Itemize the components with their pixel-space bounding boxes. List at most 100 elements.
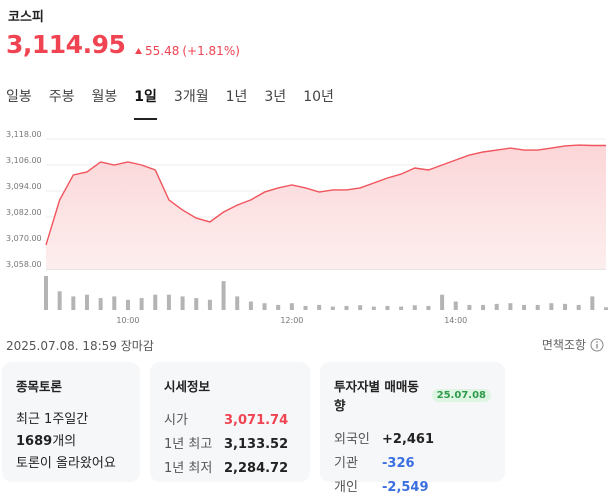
period-tab[interactable]: 월봉 bbox=[91, 89, 118, 105]
volume-bar bbox=[153, 294, 158, 310]
text: 개의 bbox=[52, 434, 77, 449]
period-tabs: 일봉 주봉 월봉 1일 3개월 1년 3년 10년 bbox=[6, 86, 334, 120]
quote-rows: 시가 3,071.74 1년 최고 3,133.52 1년 최저 2,284.72 bbox=[164, 409, 296, 481]
row-value: 2,284.72 bbox=[224, 461, 289, 476]
row-value: -2,549 bbox=[382, 480, 429, 495]
row-label: 1년 최저 bbox=[164, 461, 213, 476]
y-tick-label: 3,118.00 bbox=[6, 130, 42, 139]
volume-bar bbox=[399, 306, 404, 310]
volume-bar bbox=[112, 296, 117, 310]
volume-bar bbox=[303, 305, 308, 310]
investor-row: 외국인 +2,461 bbox=[334, 428, 491, 452]
x-tick-label: 14:00 bbox=[444, 316, 467, 325]
volume-bar bbox=[508, 303, 513, 310]
up-icon bbox=[135, 48, 142, 54]
info-icon bbox=[590, 338, 604, 351]
volume-bar bbox=[207, 299, 212, 310]
y-tick-label: 3,082.00 bbox=[6, 208, 42, 217]
card-header: 투자자별 매매동향 25.07.08 bbox=[334, 376, 491, 414]
y-tick-label: 3,070.00 bbox=[6, 234, 42, 243]
change-percent: (+1.81%) bbox=[182, 44, 240, 58]
volume-bar bbox=[44, 276, 48, 310]
volume-bar bbox=[549, 303, 554, 310]
y-tick-label: 3,058.00 bbox=[6, 260, 42, 269]
volume-bar bbox=[440, 294, 445, 310]
period-tab[interactable]: 주봉 bbox=[48, 89, 75, 105]
disclaimer-text[interactable]: 면책조항 bbox=[541, 338, 586, 352]
volume-bar bbox=[563, 303, 568, 310]
disclaimer[interactable]: 면책조항 bbox=[542, 336, 604, 353]
volume-bar bbox=[330, 306, 335, 310]
investor-card[interactable]: 투자자별 매매동향 25.07.08 외국인 +2,461 기관 -326 개인 -2,54… bbox=[320, 362, 505, 495]
text-line: 1689개의 bbox=[16, 431, 126, 453]
volume-bar bbox=[125, 299, 130, 310]
discussion-card[interactable]: 종목토론 최근 1주일간 1689개의 토론이 올라왔어요 bbox=[2, 362, 140, 482]
y-tick-label: 3,106.00 bbox=[6, 156, 42, 165]
area-fill bbox=[46, 145, 606, 269]
row-value: +2,461 bbox=[382, 432, 435, 447]
volume-bar bbox=[358, 305, 363, 310]
row-label: 1년 최고 bbox=[164, 437, 213, 452]
period-tab[interactable]: 3개월 bbox=[173, 89, 209, 105]
volume-bar bbox=[467, 304, 472, 310]
volume-bar bbox=[235, 296, 240, 310]
period-tab[interactable]: 10년 bbox=[303, 89, 334, 105]
price: 3,114.95 bbox=[6, 30, 126, 59]
investor-row: 기관 -326 bbox=[334, 452, 491, 476]
text-line: 최근 1주일간 bbox=[16, 412, 89, 427]
quote-row: 1년 최고 3,133.52 bbox=[164, 433, 296, 457]
volume-bar bbox=[194, 298, 199, 310]
quote-row: 1년 최저 2,284.72 bbox=[164, 457, 296, 481]
volume-bar bbox=[494, 303, 499, 310]
volume-bar bbox=[453, 301, 458, 310]
row-label: 시가 bbox=[164, 413, 188, 428]
row-label: 외국인 bbox=[334, 432, 370, 447]
volume-bar bbox=[385, 305, 390, 310]
period-tab[interactable]: 3년 bbox=[264, 89, 287, 105]
volume-bar bbox=[248, 301, 253, 310]
text-line: 토론이 올라왔어요 bbox=[16, 456, 116, 471]
volume-bar bbox=[590, 296, 595, 310]
volume-bar bbox=[98, 298, 103, 310]
row-value: 3,071.74 bbox=[224, 413, 289, 428]
period-tab[interactable]: 1일 bbox=[134, 86, 157, 120]
price-change: 55.48 (+1.81%) bbox=[135, 44, 240, 58]
chart: 3,058.00 3,070.00 3,082.00 3,094.00 3,106.00… bbox=[6, 130, 608, 325]
volume-bar bbox=[522, 304, 527, 310]
volume-bar bbox=[139, 298, 144, 310]
volume-bar bbox=[289, 303, 294, 310]
discussion-text: 최근 1주일간 1689개의 토론이 올라왔어요 bbox=[16, 409, 126, 475]
volume-bar bbox=[276, 304, 281, 310]
volume-bar bbox=[84, 294, 89, 310]
row-value: -326 bbox=[382, 456, 415, 471]
x-tick-label: 12:00 bbox=[280, 316, 303, 325]
timestamp: 2025.07.08. 18:59 장마감 bbox=[6, 339, 154, 353]
volume-bar bbox=[57, 291, 62, 310]
quote-row: 시가 3,071.74 bbox=[164, 409, 296, 433]
date-badge: 25.07.08 bbox=[431, 388, 491, 402]
quote-card[interactable]: 시세정보 시가 3,071.74 1년 최고 3,133.52 1년 최저 2,284.7… bbox=[150, 362, 310, 482]
volume-bar bbox=[344, 305, 349, 310]
row-label: 개인 bbox=[334, 480, 358, 495]
volume-bar bbox=[221, 281, 226, 310]
volume-bar bbox=[166, 294, 171, 310]
volume-bar bbox=[71, 296, 76, 310]
y-tick-label: 3,094.00 bbox=[6, 182, 42, 191]
row-label: 기관 bbox=[334, 456, 358, 471]
index-title: 코스피 bbox=[8, 10, 44, 25]
period-tab[interactable]: 일봉 bbox=[6, 89, 32, 105]
volume-bar bbox=[412, 305, 417, 310]
period-tab[interactable]: 1년 bbox=[225, 89, 248, 105]
change-value: 55.48 bbox=[145, 44, 180, 58]
x-tick-label: 10:00 bbox=[116, 316, 139, 325]
volume-bar bbox=[604, 307, 608, 310]
volume-bar bbox=[481, 304, 486, 310]
volume-bar bbox=[371, 306, 376, 310]
card-title: 종목토론 bbox=[16, 379, 63, 394]
volume-bar bbox=[426, 305, 431, 310]
price-line bbox=[45, 144, 606, 246]
volume-bar bbox=[262, 303, 267, 310]
investor-rows: 외국인 +2,461 기관 -326 개인 -2,549 bbox=[334, 428, 491, 500]
discussion-count: 1689 bbox=[16, 434, 53, 449]
